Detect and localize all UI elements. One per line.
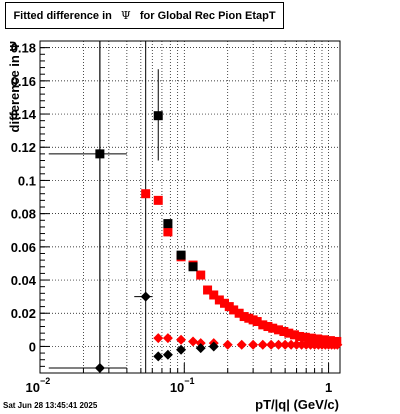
data-point-diamond — [176, 344, 187, 355]
data-point-diamond — [332, 339, 343, 350]
data-point-square — [284, 328, 294, 338]
y-tick-label: 0.06 — [11, 240, 36, 255]
data-point-diamond — [176, 334, 187, 345]
grid-lines — [39, 41, 340, 373]
data-point-square — [95, 149, 105, 159]
y-tick-label: 0.04 — [11, 273, 37, 288]
data-point-diamond — [195, 343, 206, 354]
data-point-square — [263, 322, 273, 332]
data-point-diamond — [266, 339, 277, 350]
title-space — [112, 10, 121, 22]
y-tick-label: 0.16 — [11, 74, 36, 89]
data-point-diamond — [257, 339, 268, 350]
x-axis-label: pT/|q| (GeV/c) — [255, 397, 339, 412]
data-point-square — [188, 262, 198, 272]
x-tick-exponent: −2 — [40, 376, 50, 386]
data-point-square — [258, 320, 268, 330]
chart-title-box: Fitted difference in Ψ for Global Rec Pi… — [5, 2, 284, 29]
data-point-square — [319, 335, 329, 345]
data-point-square — [325, 336, 335, 346]
data-point-diamond — [291, 339, 302, 350]
data-point-diamond — [140, 291, 151, 302]
data-point-square — [220, 298, 230, 308]
x-tick-exponent: −1 — [184, 376, 194, 386]
data-point-diamond — [153, 333, 164, 344]
chart-title-suffix: for Global Rec Pion EtapT — [139, 9, 276, 22]
data-point-square — [300, 332, 310, 342]
data-point-square — [268, 323, 278, 333]
y-tick-label: 0.18 — [11, 41, 36, 56]
data-point-square — [153, 195, 163, 205]
data-point-square — [229, 305, 239, 315]
data-point-diamond — [94, 363, 105, 374]
data-point-diamond — [222, 339, 233, 350]
data-point-diamond — [162, 349, 173, 360]
x-tick-label: 10 — [170, 380, 184, 395]
data-point-square — [279, 327, 289, 336]
data-point-diamond — [208, 341, 219, 352]
data-point-square — [239, 312, 249, 322]
data-point-square — [274, 325, 284, 335]
data-point-square — [313, 334, 323, 344]
data-point-square — [289, 330, 299, 340]
data-point-square — [295, 331, 305, 341]
data-point-square — [153, 111, 163, 121]
data-point-square — [252, 317, 262, 327]
data-point-square — [141, 189, 151, 199]
data-point-diamond — [280, 339, 291, 350]
data-point-diamond — [286, 339, 297, 350]
data-point-square — [214, 295, 224, 305]
data-point-square — [196, 270, 206, 280]
data-point-square — [203, 285, 213, 295]
y-tick-label: 0.1 — [18, 173, 36, 188]
data-point-diamond — [153, 351, 164, 362]
y-tick-label: 0.08 — [11, 207, 36, 222]
timestamp: Sat Jun 28 13:45:41 2025 — [3, 401, 98, 410]
data-point-square — [209, 290, 219, 300]
x-tick-label: 10 — [26, 380, 40, 395]
y-tick-label: 0.14 — [11, 107, 37, 122]
x-tick-label: 1 — [325, 380, 332, 395]
y-tick-label: 0 — [29, 339, 36, 354]
data-point-square — [306, 333, 316, 343]
data-point-square — [234, 308, 244, 318]
data-point-diamond — [273, 339, 284, 350]
data-point-diamond — [188, 336, 199, 347]
data-point-square — [176, 250, 186, 260]
data-point-diamond — [162, 333, 173, 344]
data-markers — [94, 111, 343, 374]
axis-ticks — [39, 47, 330, 374]
data-point-square — [163, 219, 173, 229]
y-tick-label: 0.12 — [11, 140, 36, 155]
y-axis-label: difference in Ψ — [7, 41, 22, 132]
data-point-diamond — [236, 339, 247, 350]
title-space-2 — [131, 10, 140, 22]
y-tick-label: 0.02 — [11, 306, 36, 321]
chart-title-symbol: Ψ — [121, 9, 131, 22]
data-point-square — [163, 227, 173, 237]
chart-title-prefix: Fitted difference in — [13, 9, 112, 22]
data-point-diamond — [248, 339, 259, 350]
error-bars — [48, 41, 159, 373]
